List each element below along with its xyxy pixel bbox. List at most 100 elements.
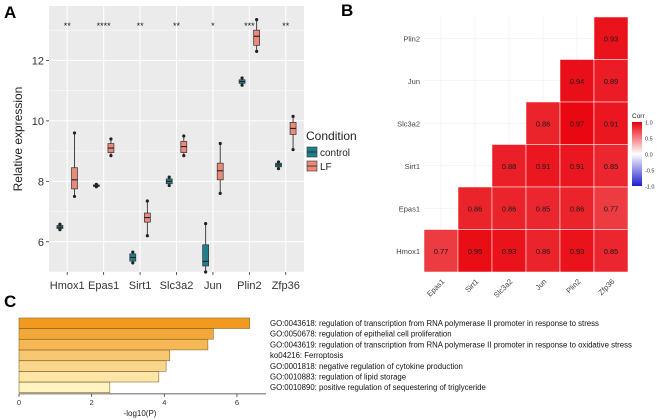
term-labels: GO:0043618: regulation of transcription … — [270, 319, 632, 392]
x-tick-label: Epas1 — [88, 280, 119, 292]
legend-entry: control — [320, 148, 350, 159]
outlier-point — [131, 261, 135, 265]
x-tick-label: Slc3a2 — [160, 280, 194, 292]
term-label: GO:0010883: regulation of lipid storage — [270, 373, 406, 382]
x-tick-label: Jun — [204, 280, 222, 292]
heatmap-cell — [423, 229, 459, 273]
outlier-point — [204, 270, 208, 274]
heatmap-cell — [491, 144, 527, 188]
heatmap-value: 0.85 — [536, 204, 551, 213]
legend-keys: control LF — [306, 146, 350, 173]
heatmap-value: 0.97 — [570, 119, 585, 128]
heatmap-value: 0.85 — [604, 247, 619, 256]
enrichment-bars — [18, 317, 250, 394]
x-tick-label: Hmox1 — [50, 280, 85, 292]
outlier-point — [167, 183, 171, 188]
heatmap-value: 0.93 — [570, 247, 585, 256]
outlier-point — [182, 154, 186, 158]
heatmap-cell — [559, 59, 595, 103]
colorbar-legend: Corr 1.0 0.5 0.0 -0.5 -1.0 — [632, 113, 654, 191]
y-tick-label: 8 — [38, 176, 44, 188]
outlier-point — [276, 167, 281, 171]
significance-label: ** — [173, 21, 181, 31]
outlier-point — [255, 49, 259, 53]
colorbar-tick-label: -1.0 — [645, 185, 654, 191]
heatmap-value: 0.86 — [502, 204, 517, 213]
panel-label-c: C — [4, 292, 16, 311]
term-label: GO:0043618: regulation of transcription … — [270, 319, 599, 328]
enrichment-bar — [18, 328, 214, 340]
outlier-point — [218, 191, 222, 196]
significance-label: ** — [137, 21, 145, 31]
outlier-point — [167, 175, 171, 179]
outlier-point — [94, 182, 98, 186]
box — [216, 162, 224, 181]
heatmap-value: 0.94 — [570, 77, 585, 86]
outlier-point — [291, 114, 295, 118]
heatmap-value: 0.77 — [604, 204, 619, 213]
row-label: Epas1 — [399, 204, 420, 213]
enrichment-bar — [18, 371, 160, 383]
outlier-point — [109, 154, 113, 158]
legend-entry: LF — [320, 162, 332, 173]
term-label: GO:0043619: regulation of transcription … — [270, 340, 632, 349]
term-label: GO:0050678: regulation of epithelial cel… — [270, 330, 452, 339]
gridlines — [49, 6, 304, 273]
x-tick-label: Sirt1 — [129, 280, 152, 292]
outlier-point — [218, 141, 222, 146]
row-label: Hmox1 — [396, 247, 420, 256]
outlier-point — [58, 228, 62, 232]
enrichment-bar — [18, 360, 167, 372]
heatmap-cell — [525, 229, 561, 273]
heatmap-cell — [559, 186, 595, 230]
outlier-point — [131, 250, 135, 254]
term-label: GO:0010890: positive regulation of seque… — [270, 383, 486, 392]
heatmap-cell — [593, 59, 629, 103]
row-label: Slc3a2 — [397, 119, 420, 128]
box — [71, 167, 78, 190]
colorbar-tick-label: 0.5 — [645, 137, 653, 143]
enrichment-bar-panel: GO:0043618: regulation of transcription … — [17, 317, 632, 418]
panel-label-a: A — [4, 3, 16, 22]
x-tick-label: Plin2 — [237, 280, 261, 292]
significance-label: *** — [244, 21, 255, 31]
row-labels: Plin2 Jun Slc3a2 Sirt1 Epas1 Hmox1 — [396, 34, 420, 256]
enrichment-bar — [18, 317, 250, 329]
heatmap-cell — [457, 229, 493, 273]
colorbar-title: Corr — [632, 113, 645, 120]
heatmap-cell — [525, 101, 561, 145]
y-axis-label: Relative expression — [11, 87, 25, 192]
heatmap-value: 0.95 — [468, 247, 483, 256]
outlier-point — [182, 134, 186, 138]
significance-labels: ** **** ** ** * *** ** — [64, 21, 290, 31]
x-tick-label: 4 — [162, 398, 166, 407]
heatmap-cell — [457, 186, 493, 230]
heatmap-cell — [525, 144, 561, 188]
heatmap-value: 0.88 — [502, 162, 517, 171]
heatmap-cell — [525, 186, 561, 230]
outlier-point — [240, 83, 244, 87]
x-axis-label: -log10(P) — [124, 409, 157, 418]
column-label: Zfp36 — [596, 277, 616, 297]
heatmap-value: 0.91 — [570, 162, 585, 171]
box — [253, 29, 260, 46]
heatmap-value: 0.89 — [604, 77, 619, 86]
heatmap-value: 0.85 — [604, 162, 619, 171]
correlation-heatmap-panel: 0.93 0.94 0.89 0.86 0.97 0.91 0.88 0.91 0.91 0.85… — [396, 16, 654, 300]
colorbar-tick-label: 1.0 — [645, 121, 653, 127]
column-label: Jun — [533, 277, 548, 292]
x-tick-label: 2 — [90, 398, 94, 407]
outlier-point — [255, 18, 259, 22]
outlier-point — [94, 185, 98, 189]
significance-label: ** — [64, 21, 72, 31]
heatmap-cell — [559, 101, 595, 145]
outlier-point — [276, 160, 281, 164]
heatmap-value: 0.91 — [604, 119, 619, 128]
column-label: Slc3a2 — [492, 277, 515, 300]
x-tick-label: 0 — [17, 398, 21, 407]
heatmap-value: 0.86 — [570, 204, 585, 213]
outlier-point — [291, 147, 295, 152]
outlier-point — [72, 194, 77, 199]
legend-title: Condition — [306, 129, 357, 143]
